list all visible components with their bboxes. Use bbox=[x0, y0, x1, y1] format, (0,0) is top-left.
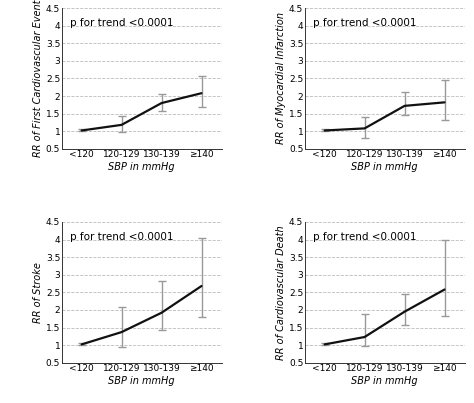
X-axis label: SBP in mmHg: SBP in mmHg bbox=[108, 376, 175, 386]
X-axis label: SBP in mmHg: SBP in mmHg bbox=[351, 376, 418, 386]
X-axis label: SBP in mmHg: SBP in mmHg bbox=[351, 162, 418, 172]
Y-axis label: RR of Myocardial Infarction: RR of Myocardial Infarction bbox=[276, 12, 286, 144]
X-axis label: SBP in mmHg: SBP in mmHg bbox=[108, 162, 175, 172]
Text: p for trend <0.0001: p for trend <0.0001 bbox=[313, 232, 416, 242]
Text: p for trend <0.0001: p for trend <0.0001 bbox=[70, 18, 173, 28]
Text: p for trend <0.0001: p for trend <0.0001 bbox=[313, 18, 416, 28]
Text: p for trend <0.0001: p for trend <0.0001 bbox=[70, 232, 173, 242]
Y-axis label: RR of Cardiovascular Death: RR of Cardiovascular Death bbox=[276, 225, 286, 359]
Y-axis label: RR of Stroke: RR of Stroke bbox=[33, 262, 43, 323]
Y-axis label: RR of First Cardiovascular Event: RR of First Cardiovascular Event bbox=[33, 0, 43, 157]
